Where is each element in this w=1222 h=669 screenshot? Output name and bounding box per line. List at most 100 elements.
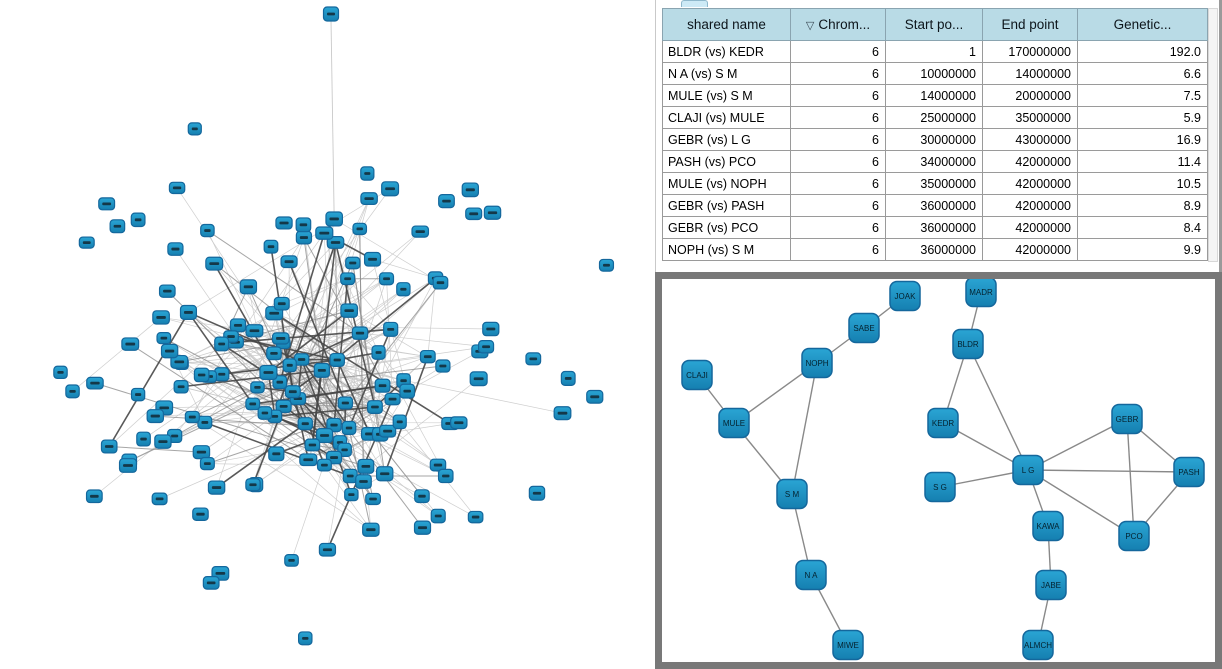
network-node[interactable]: [121, 337, 140, 351]
network-node[interactable]: [65, 384, 80, 399]
network-node[interactable]: [167, 242, 184, 256]
column-header-end-point[interactable]: End point: [982, 8, 1078, 41]
table-cell[interactable]: N A (vs) S M: [662, 62, 791, 85]
network-node[interactable]: [553, 406, 572, 421]
table-row[interactable]: N A (vs) S M 6 10000000 14000000 6.6: [662, 62, 1208, 85]
table-cell[interactable]: 6: [790, 84, 886, 107]
table-cell[interactable]: MULE (vs) S M: [662, 84, 791, 107]
network-node[interactable]: [438, 194, 455, 209]
network-node[interactable]: [193, 367, 210, 383]
network-node-bldr[interactable]: BLDR: [952, 328, 984, 360]
column-header-shared-name[interactable]: shared name: [662, 8, 791, 41]
network-node[interactable]: [257, 406, 273, 420]
table-cell[interactable]: GEBR (vs) L G: [662, 128, 791, 151]
network-node[interactable]: [297, 631, 313, 646]
network-node[interactable]: [245, 397, 261, 411]
network-node[interactable]: [151, 492, 168, 506]
network-node[interactable]: [170, 354, 189, 369]
network-node[interactable]: [341, 420, 357, 436]
table-cell[interactable]: 42000000: [982, 150, 1078, 173]
network-node[interactable]: [371, 345, 386, 360]
network-node[interactable]: [118, 458, 138, 473]
network-node[interactable]: [316, 458, 332, 472]
network-node[interactable]: [345, 256, 361, 270]
network-node[interactable]: [304, 438, 321, 452]
network-node-jabe[interactable]: JABE: [1035, 569, 1067, 601]
network-node[interactable]: [342, 468, 358, 484]
table-cell[interactable]: 34000000: [885, 150, 983, 173]
network-node[interactable]: [598, 258, 615, 272]
network-node[interactable]: [525, 352, 542, 366]
table-cell[interactable]: 6: [790, 40, 886, 63]
network-node[interactable]: [375, 466, 394, 482]
network-node[interactable]: [160, 343, 179, 359]
network-node[interactable]: [360, 192, 378, 206]
table-cell[interactable]: 42000000: [982, 172, 1078, 195]
table-cell[interactable]: MULE (vs) NOPH: [662, 172, 791, 195]
network-node[interactable]: [245, 324, 264, 338]
network-node-noph[interactable]: NOPH: [801, 347, 833, 379]
network-node[interactable]: [352, 222, 368, 236]
table-cell[interactable]: 6: [790, 194, 886, 217]
table-cell[interactable]: 6: [790, 150, 886, 173]
panel-tab-fragment[interactable]: [681, 0, 708, 7]
network-node[interactable]: [366, 400, 383, 414]
network-node[interactable]: [414, 489, 430, 504]
network-node[interactable]: [379, 424, 397, 438]
table-row[interactable]: GEBR (vs) L G 6 30000000 43000000 16.9: [662, 128, 1208, 151]
network-node[interactable]: [78, 236, 95, 249]
table-cell[interactable]: 10000000: [885, 62, 983, 85]
network-node-n-a[interactable]: N A: [795, 559, 827, 591]
table-cell[interactable]: 36000000: [885, 194, 983, 217]
network-node[interactable]: [156, 332, 172, 345]
network-node[interactable]: [315, 226, 334, 240]
table-row[interactable]: GEBR (vs) PCO 6 36000000 42000000 8.4: [662, 216, 1208, 239]
network-node[interactable]: [340, 303, 359, 318]
network-node[interactable]: [378, 272, 395, 286]
table-cell[interactable]: 8.9: [1077, 194, 1208, 217]
network-node[interactable]: [275, 399, 292, 414]
network-node[interactable]: [363, 251, 382, 267]
network-node[interactable]: [399, 383, 416, 399]
table-cell[interactable]: 14000000: [885, 84, 983, 107]
network-node[interactable]: [214, 336, 230, 352]
network-node[interactable]: [184, 410, 200, 424]
network-node-madr[interactable]: MADR: [965, 276, 997, 308]
network-node[interactable]: [413, 520, 432, 535]
table-row[interactable]: MULE (vs) S M 6 14000000 20000000 7.5: [662, 84, 1208, 107]
table-cell[interactable]: 6: [790, 128, 886, 151]
network-node-kawa[interactable]: KAWA: [1032, 510, 1064, 542]
network-node[interactable]: [411, 225, 430, 238]
network-node[interactable]: [280, 255, 298, 269]
network-node[interactable]: [432, 275, 449, 290]
network-node[interactable]: [429, 458, 447, 472]
network-node[interactable]: [295, 217, 312, 233]
table-row[interactable]: BLDR (vs) KEDR 6 1 170000000 192.0: [662, 40, 1208, 63]
network-node-s-g[interactable]: S G: [924, 471, 956, 503]
table-cell[interactable]: CLAJI (vs) MULE: [662, 106, 791, 129]
network-node[interactable]: [528, 485, 546, 501]
network-node-claji[interactable]: CLAJI: [681, 359, 713, 391]
network-node[interactable]: [271, 332, 290, 345]
table-cell[interactable]: 9.9: [1077, 238, 1208, 261]
network-node[interactable]: [586, 389, 604, 404]
network-node[interactable]: [98, 197, 116, 211]
network-node[interactable]: [381, 181, 400, 197]
network-node[interactable]: [86, 376, 104, 390]
network-node[interactable]: [275, 216, 293, 230]
table-row[interactable]: GEBR (vs) PASH 6 36000000 42000000 8.9: [662, 194, 1208, 217]
network-node-kedr[interactable]: KEDR: [927, 407, 959, 439]
network-node[interactable]: [197, 415, 213, 430]
network-node[interactable]: [85, 489, 103, 504]
table-cell[interactable]: 20000000: [982, 84, 1078, 107]
column-header-genetic-[interactable]: Genetic...: [1077, 8, 1208, 41]
network-node[interactable]: [483, 205, 502, 220]
network-edge-l-g-pash[interactable]: [1027, 469, 1190, 473]
network-node[interactable]: [297, 417, 313, 431]
network-node[interactable]: [284, 385, 301, 399]
network-node[interactable]: [329, 352, 345, 367]
network-node[interactable]: [315, 427, 334, 444]
network-node[interactable]: [266, 346, 282, 361]
table-cell[interactable]: 1: [885, 40, 983, 63]
table-cell[interactable]: 25000000: [885, 106, 983, 129]
